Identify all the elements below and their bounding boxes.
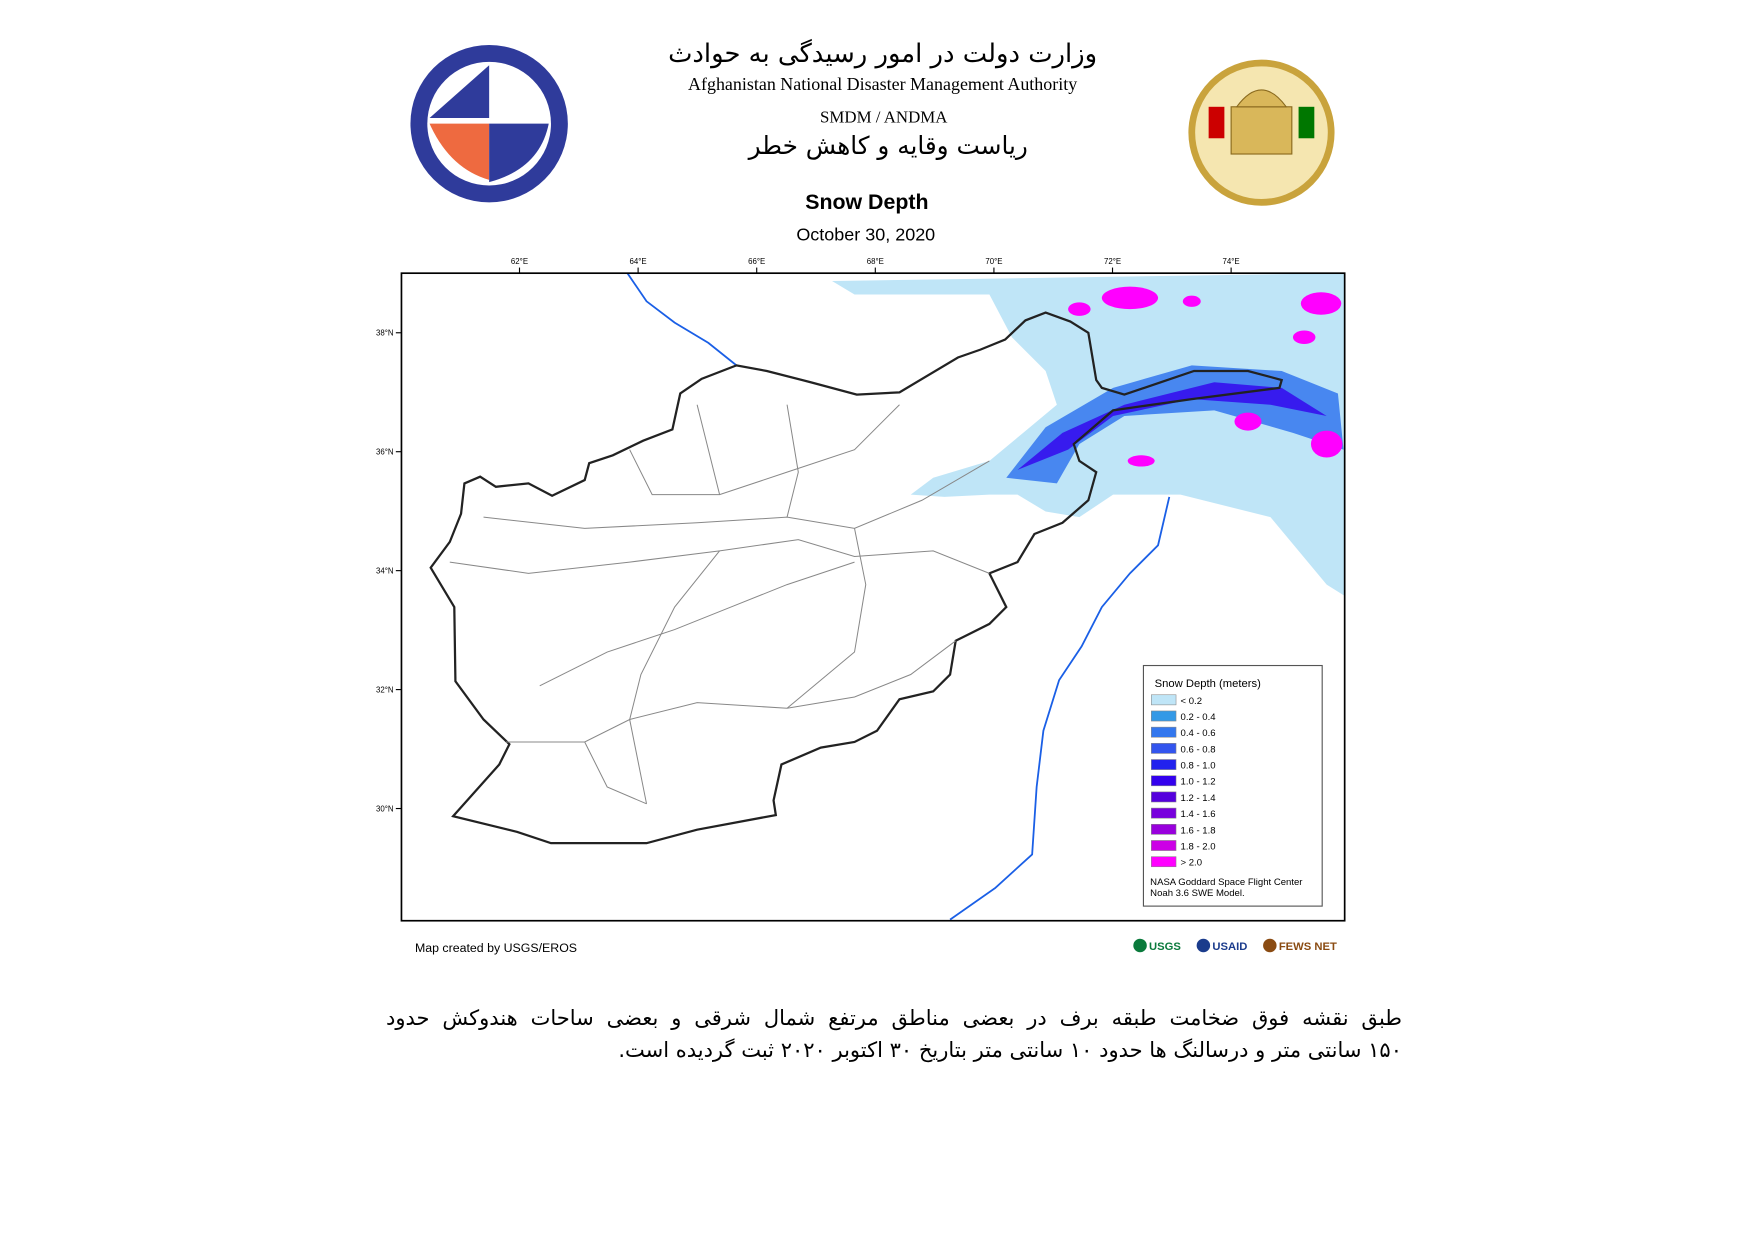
sponsor-name: USGS <box>1149 941 1181 953</box>
lon-tick-label: 72°E <box>1104 257 1121 266</box>
note-line: ۱۵۰ سانتی متر و درسالنگ ها حدود ۱۰ سانتی… <box>618 1038 1402 1062</box>
legend-label: 0.2 - 0.4 <box>1181 712 1217 723</box>
credit: Map created by USGS/EROS <box>415 941 577 955</box>
logo-text: ANDMA <box>498 101 544 115</box>
legend-source: NASA Goddard Space Flight Center <box>1150 877 1303 888</box>
province-lines <box>449 404 990 805</box>
afghan-emblem <box>1188 59 1335 206</box>
legend-label: < 0.2 <box>1181 696 1203 707</box>
graticule-labels: 62°E 64°E 66°E 68°E 70°E 72°E 74°E 38°N 36°N 34°N… <box>376 257 1240 813</box>
rivers <box>626 273 1171 921</box>
legend-label: 1.6 - 1.8 <box>1181 825 1216 836</box>
legend-swatch <box>1151 743 1177 754</box>
legend-swatch <box>1151 775 1177 787</box>
lon-tick-label: 62°E <box>511 257 528 266</box>
legend-label: 0.8 - 1.0 <box>1181 761 1216 772</box>
note: طبق نقشه فوق ضخامت طبقه برف در بعضی مناط… <box>386 1002 1402 1066</box>
sponsor-icon <box>1133 938 1147 953</box>
map-date: October 30, 2020 <box>796 225 935 245</box>
legend-label: 1.0 - 1.2 <box>1181 777 1216 788</box>
lon-tick-label: 70°E <box>985 257 1002 266</box>
legend-swatch <box>1151 694 1177 706</box>
sponsor-icon <box>1263 938 1277 953</box>
sponsor-name: FEWS NET <box>1279 941 1337 953</box>
andma-logo: ANDMA <box>410 44 568 203</box>
lon-tick-label: 74°E <box>1223 257 1240 266</box>
legend-swatch <box>1151 856 1177 868</box>
legend-label: 0.4 - 0.6 <box>1181 728 1216 739</box>
legend-label: > 2.0 <box>1181 858 1203 869</box>
legend-source: Noah 3.6 SWE Model. <box>1150 888 1244 899</box>
sponsor-name: USAID <box>1212 941 1247 953</box>
legend-label: 1.4 - 1.6 <box>1181 809 1216 820</box>
header-unit-fa: ریاست وقایه و کاهش خطر <box>747 131 1028 160</box>
legend-swatch <box>1151 726 1177 738</box>
lat-tick-label: 30°N <box>376 804 394 813</box>
snow-core <box>1017 382 1327 470</box>
lat-tick-label: 32°N <box>376 685 394 694</box>
lon-tick-label: 66°E <box>748 257 765 266</box>
header-title-en: Afghanistan National Disaster Management… <box>688 74 1077 94</box>
lat-tick-label: 36°N <box>376 448 394 457</box>
header-unit: SMDM / ANDMA <box>820 108 948 127</box>
lon-tick-label: 68°E <box>867 257 884 266</box>
snow-peaks <box>1068 286 1343 467</box>
legend-label: 0.6 - 0.8 <box>1181 744 1216 755</box>
legend-swatch <box>1151 710 1177 722</box>
legend-swatch <box>1151 759 1177 770</box>
legend-label: 1.8 - 2.0 <box>1181 841 1216 852</box>
note-line: طبق نقشه فوق ضخامت طبقه برف در بعضی مناط… <box>386 1006 1402 1030</box>
lat-tick-label: 34°N <box>376 566 394 575</box>
legend-swatch <box>1151 791 1177 803</box>
legend-label: 1.2 - 1.4 <box>1181 793 1217 804</box>
sponsor-icon <box>1196 938 1211 953</box>
legend-swatch <box>1151 823 1177 835</box>
legend-title: Snow Depth (meters) <box>1155 678 1261 690</box>
legend: Snow Depth (meters) < 0.2 0.2 - 0.4 0.4 - … <box>1142 664 1323 907</box>
legend-swatch <box>1151 840 1177 851</box>
header-title-fa: وزارت دولت در امور رسیدگی به حوادث <box>668 38 1097 69</box>
country-outline <box>429 311 1284 845</box>
map-frame <box>400 272 1346 922</box>
map-title: Snow Depth <box>805 190 928 214</box>
sponsor-logos: USGS USAID FEWS NET <box>1133 938 1337 953</box>
lat-tick-label: 38°N <box>376 329 394 338</box>
lon-tick-label: 64°E <box>630 257 647 266</box>
legend-swatch <box>1151 807 1177 819</box>
